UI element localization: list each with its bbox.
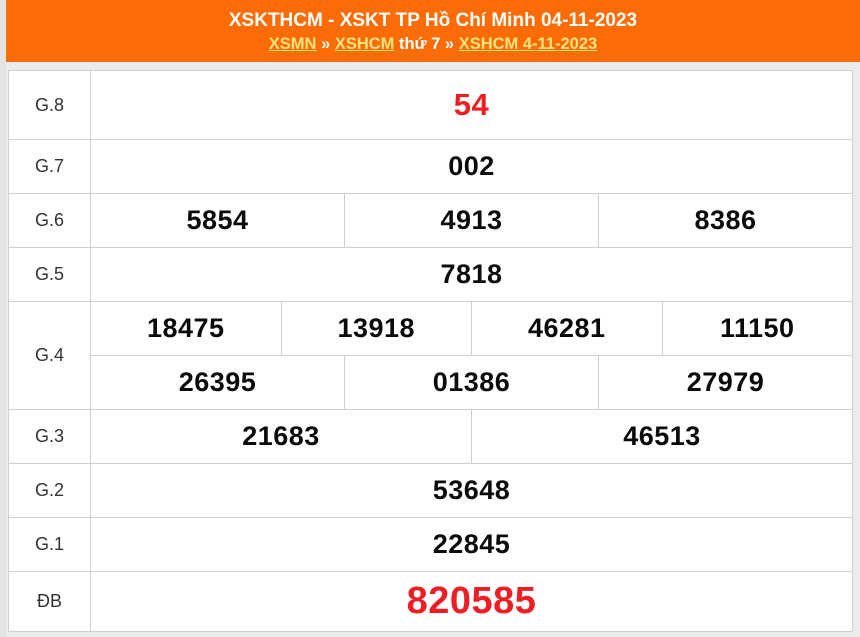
prize-value: 002 — [90, 139, 853, 194]
prize-value: 7818 — [90, 247, 853, 302]
prize-value: 46513 — [471, 409, 853, 464]
breadcrumb-separator: » — [321, 35, 331, 53]
prize-value: 18475 — [90, 301, 282, 356]
prize-value: 820585 — [90, 571, 853, 632]
breadcrumb-link-xshcm[interactable]: XSHCM — [334, 35, 395, 53]
breadcrumb-link-xsmn[interactable]: XSMN — [268, 35, 317, 53]
table-row: G.2 53648 — [8, 463, 853, 518]
prize-value: 21683 — [90, 409, 472, 464]
prize-value: 4913 — [344, 193, 599, 248]
breadcrumb: XSMN » XSHCM thứ 7 » XSHCM 4-11-2023 — [6, 33, 860, 55]
prize-value: 13918 — [280, 301, 472, 356]
table-row: G.5 7818 — [8, 247, 853, 302]
results-section: G.8 54 G.7 002 G.6 5854 4913 8386 G.5 7818 G.4 1847… — [8, 70, 855, 632]
prize-value: 22845 — [90, 517, 853, 572]
table-row: G.6 5854 4913 8386 — [8, 193, 853, 248]
table-row: G.1 22845 — [8, 517, 853, 572]
prize-value: 01386 — [344, 355, 599, 410]
prize-label: G.4 — [8, 301, 91, 410]
table-row: 26395 01386 27979 — [9, 355, 853, 410]
results-table: G.8 54 G.7 002 G.6 5854 4913 8386 G.5 7818 G.4 1847… — [8, 70, 853, 632]
prize-label: G.2 — [8, 463, 91, 518]
table-row: G.3 21683 46513 — [8, 409, 853, 464]
table-row: G.4 18475 13918 46281 11150 — [8, 301, 853, 410]
prize-label: G.6 — [8, 193, 91, 248]
prize-value: 46281 — [471, 301, 663, 356]
table-row: ĐB 820585 — [8, 571, 853, 632]
prize-label: G.3 — [8, 409, 91, 464]
breadcrumb-weekday-text: thứ 7 — [399, 35, 441, 53]
breadcrumb-link-date[interactable]: XSHCM 4-11-2023 — [458, 35, 598, 53]
prize-label: G.8 — [8, 70, 91, 140]
page-title: XSKTHCM - XSKT TP Hồ Chí Minh 04-11-2023 — [228, 10, 638, 31]
results-table-body: G.8 54 G.7 002 G.6 5854 4913 8386 G.5 7818 G.4 1847… — [8, 70, 853, 632]
header-banner: XSKTHCM - XSKT TP Hồ Chí Minh 04-11-2023… — [6, 0, 860, 62]
breadcrumb-separator2: » — [444, 35, 455, 53]
table-row: G.8 54 — [8, 70, 853, 140]
prize-value: 54 — [90, 70, 853, 140]
table-row: G.7 002 — [8, 139, 853, 194]
prize-label: G.1 — [8, 517, 91, 572]
prize-value: 26395 — [90, 355, 345, 410]
prize-label: ĐB — [8, 571, 91, 632]
prize-value: 8386 — [598, 193, 853, 248]
prize-value: 5854 — [90, 193, 345, 248]
page-left-margin — [0, 0, 6, 637]
prize-label: G.7 — [8, 139, 91, 194]
prize-value: 27979 — [598, 355, 853, 410]
prize-label: G.5 — [8, 247, 91, 302]
prize-value: 53648 — [90, 463, 853, 518]
prize-value: 11150 — [661, 301, 853, 356]
